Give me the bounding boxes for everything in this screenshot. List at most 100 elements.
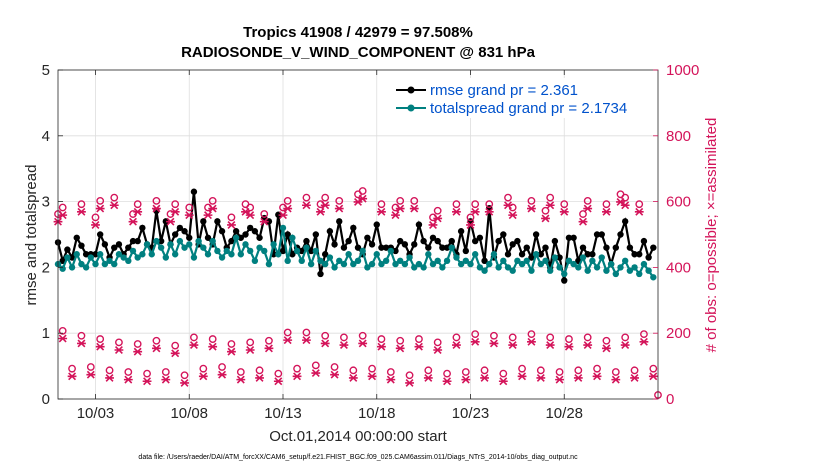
data-point: [411, 241, 418, 248]
possible-obs-point: [335, 196, 344, 205]
data-point: [378, 244, 385, 251]
data-point: [115, 251, 123, 258]
data-point: [78, 242, 85, 249]
possible-obs-point: [405, 371, 414, 380]
assimilated-obs-point: [470, 337, 480, 346]
possible-obs-point: [58, 326, 67, 335]
assimilated-obs-point: [95, 204, 105, 213]
assimilated-obs-point: [95, 342, 105, 351]
possible-obs-point: [302, 328, 311, 337]
possible-obs-point: [86, 363, 95, 371]
assimilated-obs-point: [330, 370, 339, 379]
assimilated-obs-point: [133, 207, 143, 216]
assimilated-obs-point: [241, 207, 250, 216]
data-point: [443, 257, 451, 265]
x-tick-label: 10/08: [170, 405, 208, 422]
data-point: [176, 237, 184, 245]
data-point: [504, 264, 512, 271]
data-point: [443, 244, 451, 251]
data-point: [640, 237, 648, 245]
data-point: [462, 257, 470, 265]
possible-obs-point: [143, 369, 151, 378]
possible-obs-point: [396, 196, 405, 205]
data-point: [589, 257, 596, 265]
data-point: [68, 264, 76, 271]
possible-obs-point: [161, 368, 170, 376]
assimilated-obs-point: [630, 374, 639, 382]
possible-obs-point: [152, 196, 161, 205]
possible-obs-point: [152, 336, 161, 345]
assimilated-obs-point: [433, 214, 443, 223]
ticks: 10/03 10/08 10/13 10/18 10/23 10/28 0 1 2 3 4 5 0 200…: [42, 62, 700, 422]
data-point: [129, 237, 137, 245]
assimilated-obs-point: [259, 217, 269, 226]
data-point: [378, 260, 385, 268]
series-assimilated-obs-middle-: [58, 334, 649, 358]
possible-obs-point: [602, 336, 611, 345]
data-point: [518, 251, 526, 258]
data-point: [321, 260, 329, 268]
possible-obs-point: [283, 196, 292, 205]
possible-obs-point: [185, 203, 194, 212]
data-point: [598, 231, 605, 238]
data-point: [246, 247, 254, 255]
assimilated-obs-point: [105, 374, 114, 382]
possible-obs-point: [546, 193, 555, 202]
data-point: [425, 244, 432, 251]
data-point: [237, 234, 245, 241]
data-point: [640, 260, 648, 268]
possible-obs-point: [574, 366, 583, 375]
data-point: [364, 234, 371, 241]
data-point: [275, 211, 282, 218]
legend-spread-label: totalspread grand pr = 2.1734: [430, 100, 627, 117]
data-point: [396, 237, 404, 245]
possible-obs-point: [508, 333, 517, 342]
data-point: [415, 221, 423, 228]
data-point: [59, 265, 66, 272]
data-point: [523, 244, 530, 251]
data-point: [490, 251, 498, 258]
data-point: [106, 257, 113, 265]
assimilated-obs-point: [583, 341, 593, 350]
data-point: [500, 257, 507, 265]
data-point: [486, 260, 493, 268]
possible-obs-point: [274, 369, 283, 378]
data-point: [415, 260, 423, 268]
data-point: [336, 257, 343, 265]
data-point: [621, 257, 629, 265]
assimilated-obs-point: [503, 201, 513, 210]
possible-obs-point: [265, 336, 273, 345]
x-tick-label: 10/03: [77, 405, 115, 422]
assimilated-obs-point: [541, 214, 550, 223]
assimilated-obs-point: [602, 207, 611, 216]
possible-obs-point: [246, 203, 255, 212]
data-point: [284, 231, 291, 238]
possible-obs-point: [199, 364, 208, 373]
possible-obs-point: [466, 213, 475, 222]
possible-obs-point: [396, 336, 405, 345]
possible-obs-point: [133, 200, 142, 209]
assimilated-obs-point: [180, 378, 189, 387]
data-point: [167, 241, 174, 248]
data-point: [87, 254, 95, 261]
data-point: [265, 260, 273, 268]
data-point: [584, 251, 591, 258]
possible-obs-point: [227, 340, 236, 348]
assimilated-obs-point: [217, 370, 227, 379]
assimilated-obs-point: [320, 339, 330, 348]
data-point: [617, 231, 624, 238]
data-point: [350, 224, 357, 232]
data-point: [251, 228, 259, 235]
y-tick-label: 4: [42, 128, 50, 145]
data-point: [275, 251, 282, 258]
data-point: [565, 257, 573, 265]
data-point: [650, 274, 657, 281]
data-point: [448, 237, 455, 245]
assimilated-obs-point: [414, 342, 424, 351]
possible-obs-point: [560, 200, 569, 209]
assimilated-obs-point: [203, 211, 213, 220]
possible-obs-point: [471, 200, 480, 209]
assimilated-obs-point: [245, 346, 255, 354]
data-point: [392, 247, 399, 255]
data-point: [73, 234, 80, 241]
